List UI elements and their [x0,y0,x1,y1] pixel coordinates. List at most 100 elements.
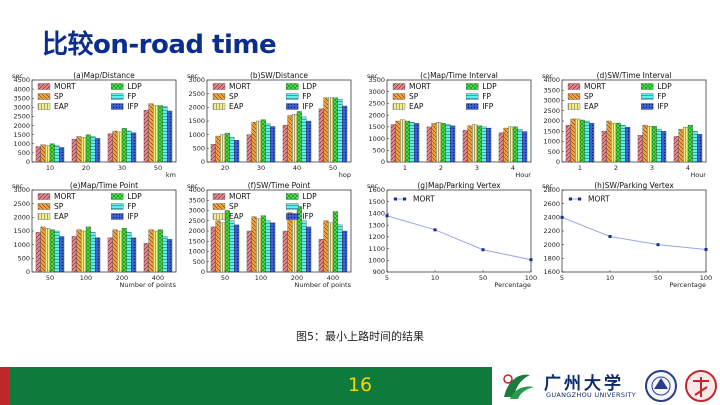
x-tick-label: 10 [46,164,54,172]
bar-fp [162,236,168,273]
chart-title: (h)SW/Parking Vertex [594,181,674,190]
university-name-en: GUANGZHOU UNIVERSITY [546,391,637,399]
legend-label-mort: MORT [413,195,435,204]
legend-label-fp: FP [302,92,311,101]
legend-swatch-eap [392,103,406,110]
bar-mort [107,237,113,273]
bar-sp [40,144,46,163]
y-tick-label: 500 [373,146,385,154]
bar-ifp [234,224,240,273]
bar-fp [656,129,662,163]
legend-label-fp: FP [302,202,311,211]
bar-sp [642,124,648,163]
bar-eap [45,145,51,163]
legend-swatch-eap [37,103,51,110]
y-tick-label: 1000 [368,135,385,143]
x-tick-label: 100 [80,274,92,282]
legend-label-fp: FP [127,202,136,211]
bar-sp [678,129,684,163]
bar-mort [318,239,324,273]
bar-eap [575,118,581,163]
y-tick-label: 2500 [368,100,385,108]
bar-eap [400,119,406,163]
bar-mort [637,135,643,163]
chart-title: (c)Map/Time Interval [420,71,498,80]
x-tick-label: 3 [475,164,479,172]
bar-mort [210,144,216,163]
y-axis-label: sec [187,182,198,190]
y-tick-label: 2400 [543,214,560,222]
bar-fp [90,232,96,273]
y-tick-label: 2000 [188,227,205,235]
bar-fp [126,130,132,163]
data-point [433,228,437,232]
bar-ifp [342,105,348,163]
bar-ldp [49,143,55,163]
chart-title: (a)Map/Distance [73,71,135,80]
y-tick-label: 1800 [543,255,560,263]
bar-fp [229,220,235,273]
y-tick-label: 500 [18,149,30,157]
y-axis-label: sec [12,182,23,190]
plot-frame [561,189,707,273]
y-tick-label: 2000 [13,122,30,130]
legend-label-ldp: LDP [127,82,142,91]
bar-ifp [95,138,101,163]
bar-sp [287,115,293,163]
bar-ldp [121,228,127,273]
bar-ifp [661,131,667,163]
legend-label-ifp: IFP [302,212,314,221]
university-seal-icon [645,370,677,402]
x-tick-label: 100 [525,274,537,282]
legend-label-mort: MORT [588,195,610,204]
x-tick-label: 50 [654,274,662,282]
bar-ldp [440,123,446,163]
x-tick-label: 5 [560,274,564,282]
y-tick-label: 2500 [543,107,560,115]
bar-fp [54,230,60,273]
bar-sp [606,120,612,163]
bar-eap [81,137,87,163]
bar-eap [153,105,159,163]
x-tick-label: 10 [606,274,614,282]
y-tick-label: 2000 [188,104,205,112]
bar-eap [611,122,617,163]
bar-fp [301,220,307,273]
x-tick-label: 20 [221,164,229,172]
bar-ifp [270,222,276,273]
bar-eap [292,114,298,163]
y-tick-label: 1600 [368,186,385,194]
bar-sp [40,226,46,273]
legend-label-ifp: IFP [657,102,669,111]
legend-label-eap: EAP [409,102,424,111]
bar-ldp [512,126,518,163]
y-tick-label: 1000 [13,140,30,148]
legend-swatch-eap [212,103,226,110]
bar-eap [256,120,262,163]
legend-swatch-fp [111,203,124,210]
legend-label-eap: EAP [54,102,69,111]
bar-fp [584,120,590,163]
chart-5: (f)SW/Time Point sec 0 500 1000 1500 2000 2500 3… [187,181,352,289]
bar-ifp [59,147,65,163]
bar-ldp [260,215,266,273]
x-tick-label: 1 [578,164,582,172]
legend-swatch-ldp [466,83,479,90]
chart-title: (g)Map/Parking Vertex [417,181,501,190]
legend-label-eap: EAP [584,102,599,111]
y-tick-label: 1300 [368,221,385,229]
bar-fp [517,129,523,163]
x-axis-label: km [166,171,176,179]
bar-ifp [486,127,492,163]
bar-mort [462,130,468,163]
legend-label-ldp: LDP [302,82,317,91]
legend-swatch-mort [37,83,51,90]
y-tick-label: 2500 [188,217,205,225]
y-tick-label: 2800 [543,186,560,194]
y-tick-label: 0 [26,268,30,276]
bar-ldp [651,125,657,163]
bar-mort [71,139,77,163]
bar-eap [117,230,123,273]
y-axis-label: sec [542,72,553,80]
y-tick-label: 500 [18,255,30,263]
